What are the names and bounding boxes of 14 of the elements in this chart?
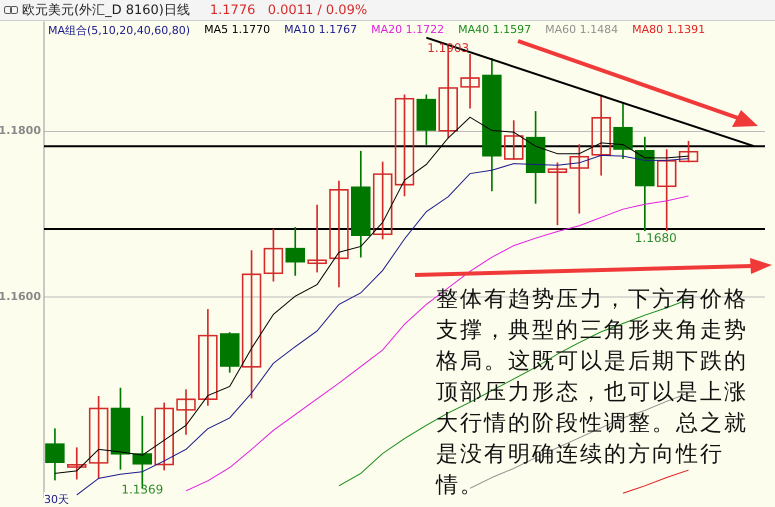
chart-subtitle: 1.1776 0.0011 / 0.09% [210,2,368,18]
annotation: 30天 [44,492,69,507]
annotation: 1.1680 [634,230,677,245]
text: MA80 1.1391 [632,23,706,38]
text: MA60 1.1484 [545,23,618,38]
chart-title: 欧元美元(外汇_D 8160)日线 [22,2,190,19]
y-tick-label: 1.1800 [0,124,42,138]
y-tick-label: 1.1600 [0,290,42,303]
legend-title: MA组合(5,10,20,40,60,80) [48,23,190,38]
text: MA5 1.1770 [204,23,270,38]
annotation: 1.1369 [121,482,164,497]
text: MA20 1.1722 [371,23,444,38]
text: MA40 1.1597 [458,23,532,38]
text: MA10 1.1767 [284,23,358,38]
